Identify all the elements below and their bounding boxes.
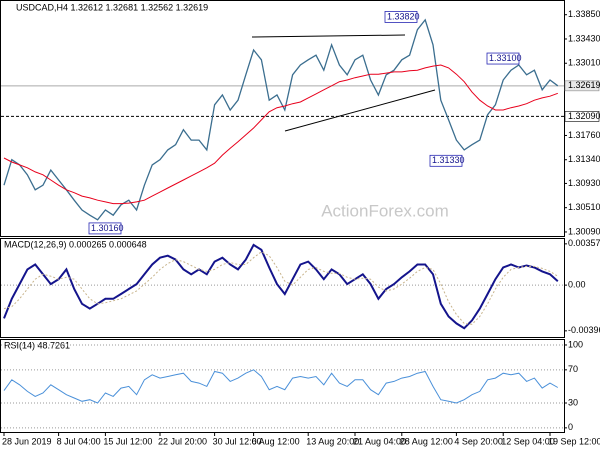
annotation-label: 1.33100 <box>489 53 522 63</box>
x-tick-label: 4 Sep 20:00 <box>454 436 503 446</box>
x-tick-label: 22 Jul 20:00 <box>158 436 207 446</box>
annotation-label: 1.31330 <box>432 155 465 165</box>
y-tick-label: 1.33850 <box>568 9 600 19</box>
annotation-box <box>88 222 122 235</box>
last-price-box <box>564 80 600 92</box>
macd-panel <box>0 238 565 338</box>
macd-title: MACD(12,26,9) 0.000265 0.000648 <box>4 239 147 249</box>
x-tick-label: 6 Aug 12:00 <box>252 436 300 446</box>
y-tick-label: 1.30090 <box>568 226 600 236</box>
annotation-box <box>384 11 418 23</box>
y-tick-label: 1.30510 <box>568 202 600 212</box>
x-tick-label: 12 Sep 04:00 <box>501 436 555 446</box>
y-tick-label: 1.31760 <box>568 130 600 140</box>
y-tick-label: 0.003579 <box>568 238 600 248</box>
series-line <box>3 64 558 205</box>
y-tick-label: 70 <box>568 364 578 374</box>
y-tick-label: 1.30930 <box>568 178 600 188</box>
y-tick-label: 1.33430 <box>568 33 600 43</box>
x-tick-label: 13 Aug 20:00 <box>306 436 359 446</box>
annotation-box <box>429 154 463 167</box>
series-line <box>3 243 559 330</box>
level-label-box <box>564 111 600 122</box>
watermark: ActionForex.com <box>321 201 449 220</box>
y-tick-label: 0.00 <box>568 279 586 289</box>
y-tick-label: -0.003966 <box>568 325 600 335</box>
x-tick-label: 30 Jul 12:00 <box>213 436 262 446</box>
y-tick-label: 0 <box>568 422 573 432</box>
support-trendline <box>284 89 436 132</box>
x-tick-label: 15 Jul 12:00 <box>103 436 152 446</box>
panels <box>0 0 565 433</box>
rsi-panel <box>0 339 565 433</box>
resistance-trendline <box>251 34 406 38</box>
x-tick-label: 21 Aug 04:00 <box>353 436 406 446</box>
price-panel <box>0 0 565 237</box>
level-label: 1.32090 <box>568 111 600 121</box>
y-tick-label: 30 <box>568 397 578 407</box>
y-tick-label: 1.31340 <box>568 154 600 164</box>
chart-title: USDCAD,H4 1.32612 1.32681 1.32562 1.3261… <box>16 2 208 12</box>
series-line <box>3 18 559 221</box>
x-tick-label: 19 Sep 12:00 <box>548 436 600 446</box>
y-tick-label: 1.33010 <box>568 58 600 68</box>
annotation-label: 1.33820 <box>387 11 420 21</box>
x-tick-label: 28 Aug 12:00 <box>400 436 453 446</box>
series-line <box>3 251 559 325</box>
series-line <box>3 369 559 404</box>
annotation-label: 1.30160 <box>91 223 124 233</box>
last-price-label: 1.32619 <box>568 80 600 90</box>
x-tick-label: 8 Jul 04:00 <box>57 436 101 446</box>
y-tick-label: 100 <box>568 339 583 349</box>
x-tick-label: 28 Jun 2019 <box>2 436 52 446</box>
annotation-box <box>486 52 520 65</box>
